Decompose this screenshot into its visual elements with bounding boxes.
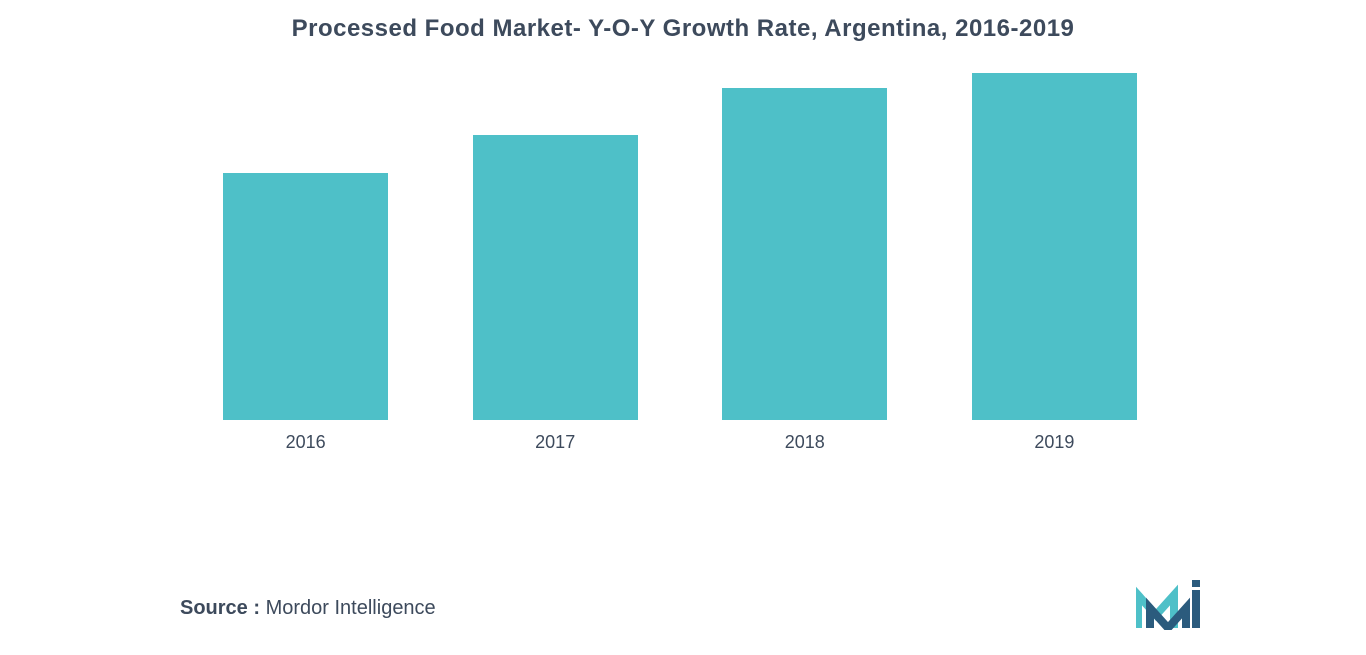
- source-label: Source :: [180, 597, 260, 619]
- bar-group: 2017: [450, 135, 661, 453]
- bar-group: 2018: [699, 88, 910, 454]
- bars-wrapper: 2016 2017 2018 2019: [200, 73, 1160, 453]
- chart-container: Processed Food Market- Y-O-Y Growth Rate…: [0, 0, 1366, 655]
- mordor-logo-icon: [1136, 580, 1211, 630]
- bar-2017: [473, 135, 638, 420]
- bar-2016: [223, 173, 388, 420]
- bar-group: 2016: [200, 173, 411, 453]
- source-section: Source : Mordor Intelligence: [180, 597, 436, 620]
- bar-label: 2019: [1034, 432, 1074, 453]
- bar-label: 2018: [785, 432, 825, 453]
- bar-2019: [972, 73, 1137, 420]
- chart-title: Processed Food Market- Y-O-Y Growth Rate…: [0, 15, 1366, 43]
- bar-label: 2016: [286, 432, 326, 453]
- bar-group: 2019: [949, 73, 1160, 453]
- bar-2018: [722, 88, 887, 421]
- chart-area: 2016 2017 2018 2019: [200, 73, 1160, 473]
- source-text: Mordor Intelligence: [266, 597, 436, 619]
- bar-label: 2017: [535, 432, 575, 453]
